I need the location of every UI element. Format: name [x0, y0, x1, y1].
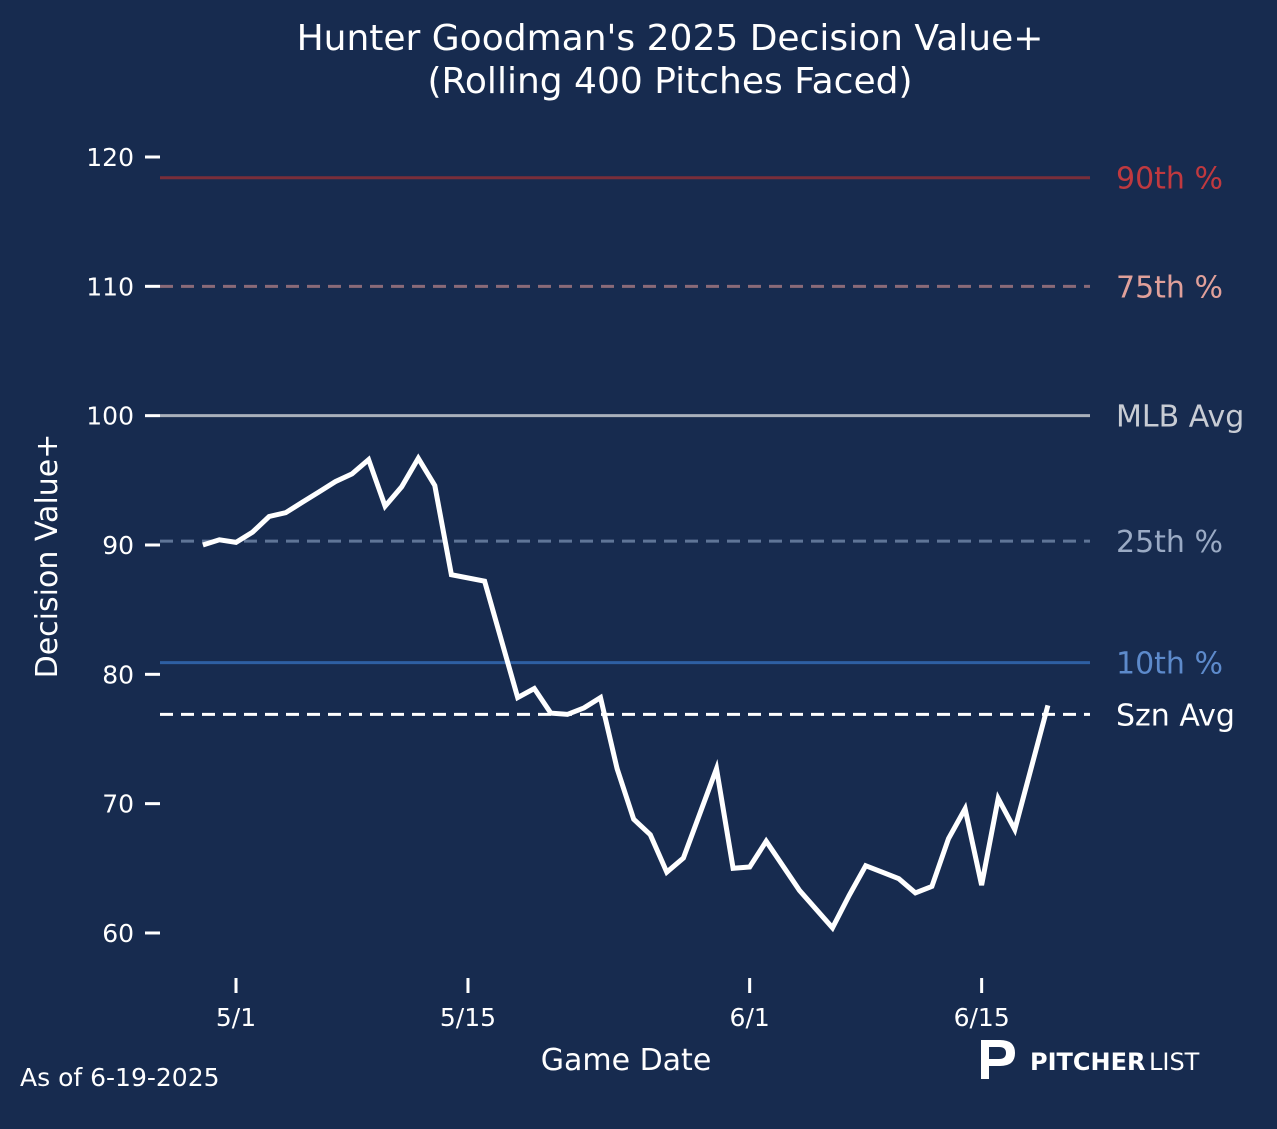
series-line [202, 453, 1051, 933]
y-tick-label: 90 [102, 531, 134, 560]
pitcherlist-logo: PITCHER LIST [981, 1040, 1200, 1079]
y-tick-label: 110 [86, 272, 134, 301]
reference-line-label: 90th % [1116, 162, 1223, 197]
x-tick-label: 6/15 [954, 1003, 1010, 1032]
reference-line-label: Szn Avg [1116, 698, 1235, 733]
x-axis-label: Game Date [541, 1043, 712, 1078]
logo-text-light: LIST [1149, 1048, 1200, 1076]
y-tick-label: 80 [102, 660, 134, 689]
as-of-date: As of 6-19-2025 [20, 1063, 220, 1092]
chart-title-line2: (Rolling 400 Pitches Faced) [427, 61, 912, 102]
x-tick-label: 5/1 [216, 1003, 256, 1032]
reference-line-label: 25th % [1116, 525, 1223, 560]
pitcherlist-p-icon [981, 1040, 1015, 1079]
reference-line-label: MLB Avg [1116, 400, 1244, 435]
x-tick-label: 5/15 [440, 1003, 496, 1032]
chart-title-line1: Hunter Goodman's 2025 Decision Value+ [297, 18, 1044, 59]
y-tick-label: 120 [86, 143, 134, 172]
y-tick-label: 60 [102, 919, 134, 948]
y-axis-label: Decision Value+ [30, 434, 65, 679]
y-tick-label: 100 [86, 402, 134, 431]
reference-line-label: 10th % [1116, 647, 1223, 682]
y-tick-label: 70 [102, 790, 134, 819]
reference-line-label: 75th % [1116, 270, 1223, 305]
x-tick-label: 6/1 [730, 1003, 770, 1032]
logo-text-bold: PITCHER [1030, 1048, 1145, 1076]
